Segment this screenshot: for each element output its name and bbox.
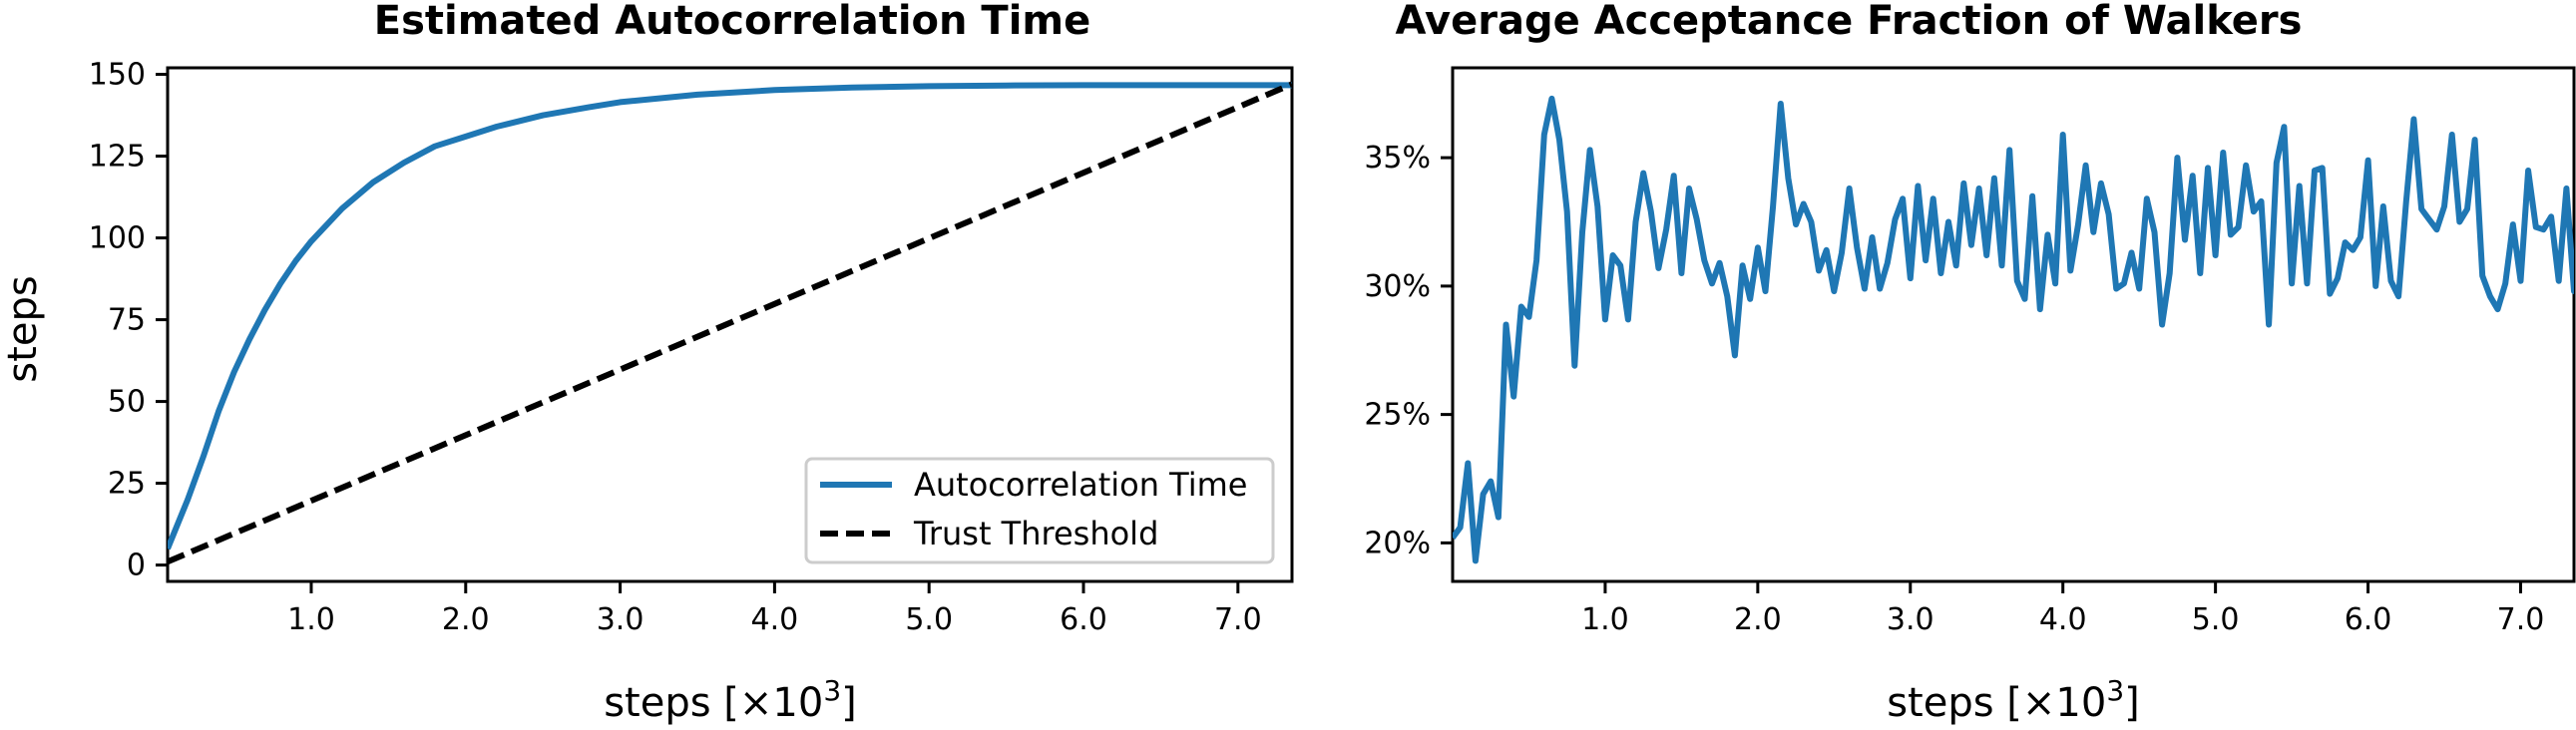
acceptance-panel: Average Acceptance Fraction of Walkers 2… xyxy=(1364,0,2576,726)
acceptance-ytick-label: 30% xyxy=(1364,269,1431,304)
autocorrelation-series-trust-threshold xyxy=(168,81,1292,565)
autocorrelation-panel: Estimated Autocorrelation Time 0 25 50 75 10… xyxy=(0,0,1294,726)
acceptance-xtick-label: 6.0 xyxy=(2345,602,2392,637)
xlabel-exponent: 3 xyxy=(2106,674,2124,707)
legend-label-trust: Trust Threshold xyxy=(913,515,1158,552)
legend: Autocorrelation Time Trust Threshold xyxy=(804,457,1275,564)
autocorrelation-xtick-label: 1.0 xyxy=(287,602,335,637)
autocorrelation-xtick-label: 6.0 xyxy=(1060,602,1107,637)
acceptance-ytick-label: 35% xyxy=(1364,141,1431,176)
autocorrelation-plot-area xyxy=(166,66,1294,583)
autocorrelation-series-line xyxy=(168,82,1292,550)
xlabel-close: ] xyxy=(841,680,857,726)
autocorrelation-title: Estimated Autocorrelation Time xyxy=(374,0,1090,44)
xlabel-close: ] xyxy=(2124,680,2140,726)
autocorrelation-xtick-label: 7.0 xyxy=(1214,602,1262,637)
acceptance-xtick-label: 2.0 xyxy=(1734,602,1782,637)
autocorrelation-ytick-label: 150 xyxy=(89,58,146,93)
autocorrelation-ytick-label: 125 xyxy=(89,140,146,175)
acceptance-lines xyxy=(1453,95,2574,564)
autocorrelation-xtick-label: 3.0 xyxy=(597,602,644,637)
autocorrelation-ytick-label: 25 xyxy=(108,467,146,502)
acceptance-plot-area xyxy=(1451,66,2576,583)
acceptance-ytick-label: 20% xyxy=(1364,526,1431,560)
acceptance-xtick-label: 7.0 xyxy=(2497,602,2545,637)
autocorrelation-xlabel: steps [×103] xyxy=(604,674,857,726)
xlabel-main: steps [×10 xyxy=(1887,680,2106,726)
acceptance-xtick-label: 3.0 xyxy=(1887,602,1934,637)
autocorrelation-y-ticks: 0 25 50 75 100 125 150 xyxy=(89,58,168,583)
autocorrelation-xtick-label: 4.0 xyxy=(751,602,799,637)
acceptance-xlabel: steps [×103] xyxy=(1887,674,2140,726)
acceptance-xtick-label: 1.0 xyxy=(1581,602,1629,637)
autocorrelation-ytick-label: 50 xyxy=(108,385,146,420)
autocorrelation-xtick-label: 2.0 xyxy=(442,602,490,637)
autocorrelation-xtick-label: 5.0 xyxy=(905,602,953,637)
acceptance-xtick-label: 5.0 xyxy=(2192,602,2240,637)
autocorrelation-ytick-label: 75 xyxy=(108,303,146,338)
acceptance-xtick-label: 4.0 xyxy=(2039,602,2087,637)
acceptance-title: Average Acceptance Fraction of Walkers xyxy=(1396,0,2303,44)
xlabel-main: steps [×10 xyxy=(604,680,823,726)
autocorrelation-lines xyxy=(168,81,1292,565)
acceptance-y-ticks: 20% 25% 30% 35% xyxy=(1364,141,1453,560)
acceptance-series-line xyxy=(1453,95,2574,564)
legend-label-autocorrelation: Autocorrelation Time xyxy=(914,466,1247,504)
autocorrelation-ytick-label: 100 xyxy=(89,221,146,256)
autocorrelation-x-ticks: 1.0 2.0 3.0 4.0 5.0 6.0 7.0 xyxy=(287,581,1262,637)
acceptance-ytick-label: 25% xyxy=(1364,398,1431,433)
autocorrelation-ytick-label: 0 xyxy=(127,548,146,583)
autocorrelation-ylabel: steps xyxy=(0,275,46,382)
xlabel-exponent: 3 xyxy=(823,674,841,707)
acceptance-x-ticks: 1.0 2.0 3.0 4.0 5.0 6.0 7.0 xyxy=(1581,581,2544,637)
legend-box xyxy=(804,457,1275,564)
